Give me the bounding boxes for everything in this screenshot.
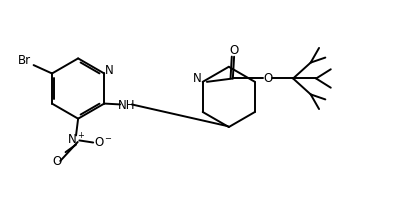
Text: NH: NH (118, 99, 136, 112)
Text: O: O (263, 72, 272, 85)
Text: N$^+$: N$^+$ (67, 133, 85, 148)
Text: N: N (193, 72, 201, 85)
Text: O$^-$: O$^-$ (94, 136, 113, 149)
Text: N: N (105, 64, 114, 77)
Text: O: O (229, 44, 239, 57)
Text: O: O (53, 155, 62, 168)
Text: Br: Br (18, 54, 31, 67)
